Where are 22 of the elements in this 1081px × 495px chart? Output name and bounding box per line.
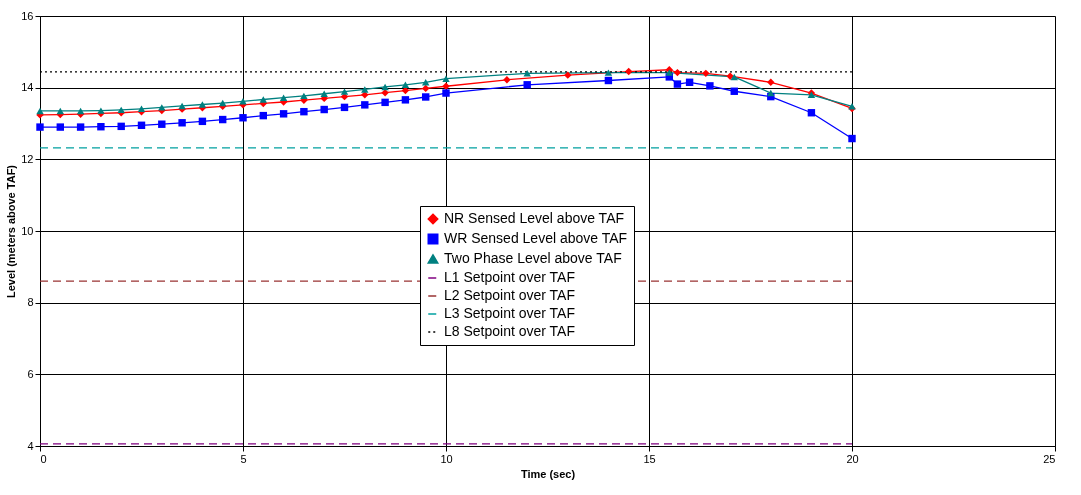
legend-label: NR Sensed Level above TAF [444,210,625,226]
legend-label: L1 Setpoint over TAF [444,269,575,285]
x-tick-label: 20 [846,452,859,465]
y-tick-label: 12 [21,152,34,165]
legend-label: Two Phase Level above TAF [444,250,622,266]
legend-label: L8 Setpoint over TAF [444,323,575,339]
legend-label: L3 Setpoint over TAF [444,305,575,321]
legend-label: L2 Setpoint over TAF [444,287,575,303]
x-tick-label: 0 [40,452,47,465]
y-tick-label: 14 [21,81,34,94]
y-tick-label: 8 [27,296,34,309]
y-tick-label: 4 [27,439,34,452]
x-tick-label: 25 [1043,452,1056,465]
y-axis-title: Level (meters above TAF) [5,164,18,299]
x-axis-title: Time (sec) [520,467,576,480]
legend-label: WR Sensed Level above TAF [444,230,628,246]
x-tick-label: 10 [440,452,453,465]
y-tick-label: 16 [21,9,34,22]
x-tick-label: 15 [643,452,656,465]
x-tick-label: 5 [240,452,247,465]
y-tick-label: 6 [27,367,34,380]
y-tick-label: 10 [21,224,34,237]
